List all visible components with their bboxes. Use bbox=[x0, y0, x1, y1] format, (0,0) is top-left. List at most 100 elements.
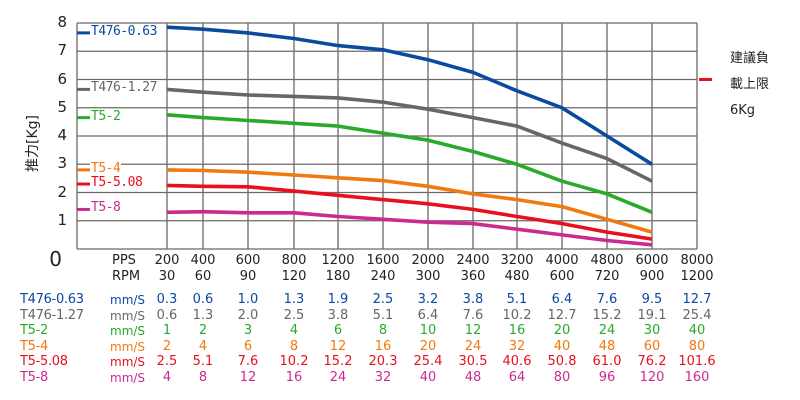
x-tick: 800 120 bbox=[272, 253, 316, 285]
x-tick-pps: 1600 bbox=[366, 253, 400, 268]
table-cell: 8 bbox=[198, 369, 208, 385]
legend-label: T476-1.27 bbox=[90, 80, 158, 96]
y-tick-label: 6 bbox=[57, 69, 67, 88]
table-cell: 19.1 bbox=[637, 307, 667, 323]
x-tick: 2400 360 bbox=[451, 253, 495, 285]
table-cell: 5.1 bbox=[506, 292, 528, 307]
table-cell: 80 bbox=[553, 369, 571, 385]
x-tick-pps: 200 bbox=[154, 253, 180, 268]
legend-label: T5-5.08 bbox=[90, 175, 144, 191]
note-line-2: 載上限 bbox=[730, 77, 770, 92]
table-cell: 6.4 bbox=[551, 292, 573, 307]
table-cell: 6 bbox=[243, 338, 253, 354]
legend-markers bbox=[77, 31, 90, 211]
table-cell: 12 bbox=[329, 338, 347, 354]
table-cell: 0.3 bbox=[156, 292, 178, 307]
table-cell: 10.2 bbox=[279, 354, 309, 369]
curve-t476-1-27 bbox=[166, 87, 653, 183]
table-cell: 40 bbox=[688, 323, 706, 338]
table-cell: 48 bbox=[464, 369, 482, 385]
table-cell: 20.3 bbox=[368, 354, 398, 369]
table-cell: 4 bbox=[198, 338, 208, 354]
table-cell: 61.0 bbox=[592, 354, 622, 369]
legend-label: T5-8 bbox=[90, 200, 122, 216]
x-tick: 4000 600 bbox=[540, 253, 584, 285]
table-cell: 40 bbox=[553, 338, 571, 354]
table-cell: 9.5 bbox=[641, 292, 663, 307]
table-cell: 3.8 bbox=[327, 307, 349, 323]
x-tick-rpm: 60 bbox=[194, 269, 212, 284]
x-tick-rpm: 900 bbox=[639, 269, 665, 284]
y-tick-label: 3 bbox=[57, 154, 67, 173]
table-row-name: T476-1.27 bbox=[20, 307, 84, 323]
table-cell: 25.4 bbox=[413, 354, 443, 369]
table-row-unit: mm/S bbox=[110, 324, 146, 338]
table-cell: 0.6 bbox=[192, 292, 214, 307]
curve-t5-2 bbox=[166, 113, 653, 214]
x-tick: 1200 180 bbox=[316, 253, 360, 285]
y-tick-label: 4 bbox=[57, 126, 67, 144]
curve-t5-8 bbox=[166, 209, 653, 247]
table-cell: 5.1 bbox=[192, 354, 214, 369]
table-cell: 20 bbox=[553, 323, 571, 338]
table-cell: 32 bbox=[374, 369, 392, 385]
x-tick-rpm: 90 bbox=[239, 269, 257, 284]
x-tick: 2000 300 bbox=[406, 253, 450, 285]
note-line-1: 建議負 bbox=[730, 51, 770, 66]
y-tick-label: 8 bbox=[57, 13, 67, 31]
x-axis-header: PPS RPM bbox=[112, 253, 140, 285]
x-tick-pps: 8000 bbox=[680, 253, 714, 268]
table-cell: 3.2 bbox=[417, 292, 439, 307]
table-cell: 1.9 bbox=[327, 292, 349, 307]
legend-label: T476-0.63 bbox=[90, 23, 158, 39]
load-limit-note: 建議負 載上限 6Kg bbox=[730, 46, 769, 124]
x-tick: 1600 240 bbox=[361, 253, 405, 285]
pps-label: PPS bbox=[112, 253, 136, 268]
table-cell: 8 bbox=[378, 323, 388, 338]
x-tick-rpm: 1200 bbox=[680, 269, 714, 284]
y-tick-label: 2 bbox=[57, 182, 67, 201]
table-cell: 24 bbox=[598, 323, 616, 338]
table-cell: 6 bbox=[333, 323, 343, 338]
x-tick: 6000 900 bbox=[630, 253, 674, 285]
table-cell: 20 bbox=[419, 338, 437, 354]
table-cell: 4 bbox=[162, 369, 172, 385]
table-cell: 2.5 bbox=[372, 292, 394, 307]
table-cell: 30.5 bbox=[458, 354, 488, 369]
x-tick: 4800 720 bbox=[585, 253, 629, 285]
table-cell: 15.2 bbox=[323, 354, 353, 369]
table-cell: 12.7 bbox=[547, 307, 577, 323]
legend-label: T5-4 bbox=[90, 160, 122, 176]
table-row-name: T5-8 bbox=[20, 369, 48, 385]
table-cell: 1.0 bbox=[237, 292, 259, 307]
data-curves bbox=[166, 25, 653, 247]
table-cell: 2 bbox=[162, 338, 172, 354]
table-cell: 1 bbox=[162, 323, 172, 338]
x-tick-pps: 4800 bbox=[590, 253, 624, 268]
table-row-unit: mm/S bbox=[110, 355, 146, 369]
x-tick-rpm: 480 bbox=[504, 269, 530, 284]
x-tick: 200 30 bbox=[145, 253, 189, 285]
x-tick-pps: 2400 bbox=[456, 253, 490, 268]
table-cell: 76.2 bbox=[637, 354, 667, 369]
table-cell: 40 bbox=[419, 369, 437, 385]
table-cell: 3 bbox=[243, 323, 253, 338]
y-tick-label: 7 bbox=[57, 41, 67, 60]
table-cell: 5.1 bbox=[372, 307, 394, 323]
x-tick-pps: 600 bbox=[235, 253, 261, 268]
x-tick-rpm: 600 bbox=[549, 269, 575, 284]
table-cell: 160 bbox=[684, 369, 710, 385]
table-cell: 60 bbox=[643, 338, 661, 354]
table-cell: 3.8 bbox=[462, 292, 484, 307]
curve-t476-0-63 bbox=[166, 25, 653, 166]
x-tick: 600 90 bbox=[226, 253, 270, 285]
table-cell: 96 bbox=[598, 369, 616, 385]
table-cell: 16 bbox=[285, 369, 303, 385]
table-cell: 6.4 bbox=[417, 307, 439, 323]
note-line-3: 6Kg bbox=[730, 103, 756, 118]
table-row-unit: mm/S bbox=[110, 293, 146, 307]
x-tick-pps: 4000 bbox=[545, 253, 579, 268]
x-tick-rpm: 300 bbox=[415, 269, 441, 284]
table-cell: 0.6 bbox=[156, 307, 178, 323]
